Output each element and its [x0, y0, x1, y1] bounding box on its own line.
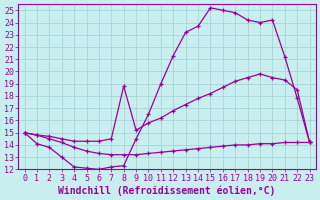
X-axis label: Windchill (Refroidissement éolien,°C): Windchill (Refroidissement éolien,°C) [58, 185, 276, 196]
